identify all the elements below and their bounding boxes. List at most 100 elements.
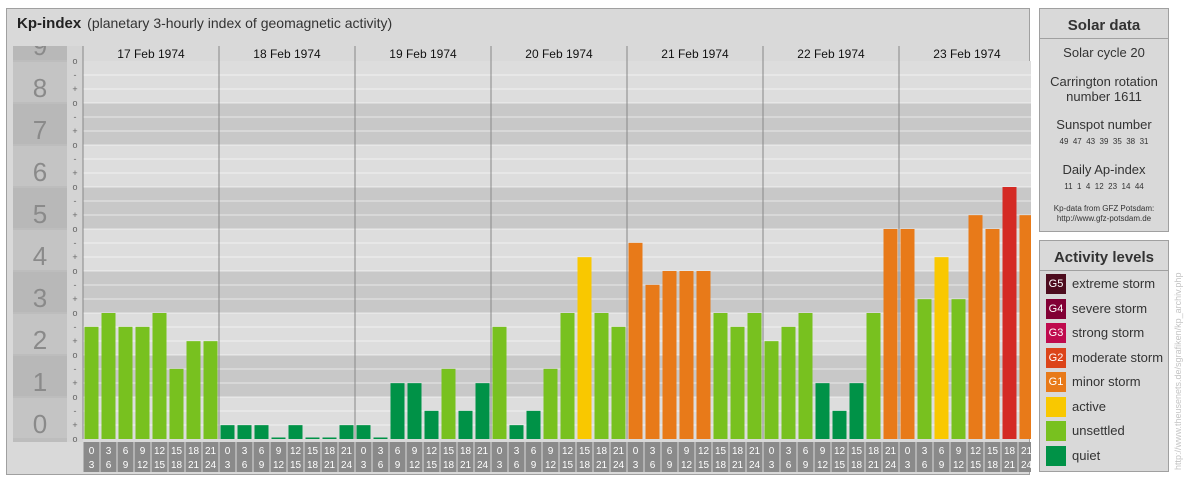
kp-band-7	[83, 103, 1031, 145]
hour-start-label: 3	[378, 446, 384, 457]
kp-bar	[713, 313, 728, 439]
solar-data-panel: Solar data Solar cycle 20 Carrington rot…	[1039, 8, 1169, 232]
kp-bar	[339, 425, 354, 439]
minor-tick-label: o	[72, 224, 77, 234]
hour-start-label: 15	[987, 446, 999, 457]
hour-end-label: 3	[361, 460, 367, 471]
hour-start-label: 21	[341, 446, 353, 457]
hour-end-label: 6	[106, 460, 112, 471]
hour-end-label: 12	[681, 460, 693, 471]
hour-end-label: 15	[698, 460, 710, 471]
hour-start-label: 18	[596, 446, 608, 457]
hour-end-label: 21	[460, 460, 472, 471]
kp-bar	[798, 313, 813, 439]
kp-bar	[764, 341, 779, 439]
kp-bar	[662, 271, 677, 439]
hour-end-label: 24	[205, 460, 217, 471]
hour-label-cell	[950, 442, 967, 472]
chart-title: Kp-index	[17, 15, 82, 32]
hour-label-cell	[1018, 442, 1031, 472]
hour-end-label: 12	[409, 460, 421, 471]
hour-end-label: 6	[786, 460, 792, 471]
minor-tick-label: -	[74, 238, 77, 248]
watermark-url: http://www.theusenets.de/sgrafiken/kp_ar…	[1173, 272, 1183, 470]
kp-band-5	[83, 187, 1031, 229]
hour-label-cell	[627, 442, 644, 472]
hour-label-cell	[423, 442, 440, 472]
source-note: Kp-data from GFZ Potsdam:	[1053, 204, 1155, 213]
hour-end-label: 21	[732, 460, 744, 471]
kp-band-3	[83, 271, 1031, 313]
hour-label-cell	[780, 442, 797, 472]
kp-bar	[305, 437, 320, 439]
hour-start-label: 3	[106, 446, 112, 457]
legend-swatch	[1046, 445, 1066, 466]
y-tick-label: 3	[33, 283, 47, 313]
hour-label-cell	[457, 442, 474, 472]
hour-label-cell	[321, 442, 338, 472]
kp-bar	[577, 257, 592, 439]
hour-label-cell	[219, 442, 236, 472]
legend-label: minor storm	[1072, 374, 1141, 389]
hour-label-cell	[389, 442, 406, 472]
hour-end-label: 9	[259, 460, 265, 471]
hour-end-label: 9	[803, 460, 809, 471]
kp-bar	[968, 215, 983, 439]
minor-tick-label: +	[72, 168, 77, 178]
kp-bar	[628, 242, 643, 439]
hour-start-label: 18	[1004, 446, 1016, 457]
hour-label-cell	[797, 442, 814, 472]
legend-label: moderate storm	[1072, 349, 1164, 365]
legend-label: unsettled	[1072, 423, 1125, 438]
hour-end-label: 18	[715, 460, 727, 471]
kp-bar	[356, 425, 371, 439]
y-axis-cell	[13, 314, 67, 354]
kp-bar	[101, 313, 116, 439]
kp-bar	[254, 425, 269, 439]
hour-start-label: 15	[307, 446, 319, 457]
hour-start-label: 0	[89, 446, 95, 457]
hour-label-cell	[610, 442, 627, 472]
hour-end-label: 24	[749, 460, 761, 471]
hour-start-label: 15	[443, 446, 455, 457]
hour-end-label: 21	[1004, 460, 1016, 471]
hour-end-label: 24	[885, 460, 897, 471]
hour-label-cell	[644, 442, 661, 472]
day-label: 23 Feb 1974	[933, 47, 1001, 61]
day-label: 17 Feb 1974	[117, 47, 185, 61]
hour-start-label: 6	[123, 446, 129, 457]
legend-label: strong storm	[1072, 325, 1145, 340]
hour-start-label: 3	[922, 446, 928, 457]
hour-start-label: 12	[562, 446, 574, 457]
kp-bar	[458, 410, 473, 439]
minor-tick-label: +	[72, 378, 77, 388]
kp-bar	[492, 326, 507, 439]
hour-label-cell	[576, 442, 593, 472]
hour-start-label: 0	[361, 446, 367, 457]
hour-end-label: 6	[922, 460, 928, 471]
hour-start-label: 18	[188, 446, 200, 457]
minor-tick-label: o	[72, 140, 77, 150]
hour-label-cell	[559, 442, 576, 472]
kp-bar	[815, 383, 830, 439]
y-axis-cell	[13, 356, 67, 396]
source-link[interactable]: http://www.gfz-potsdam.de	[1056, 214, 1152, 223]
hour-label-cell	[1001, 442, 1018, 472]
minor-tick-label: o	[72, 266, 77, 276]
y-tick-label: 6	[33, 157, 47, 187]
minor-tick-label: +	[72, 252, 77, 262]
legend-swatch: G5	[1046, 274, 1066, 294]
day-label: 21 Feb 1974	[661, 47, 729, 61]
hour-label-cell	[474, 442, 491, 472]
hour-end-label: 9	[667, 460, 673, 471]
hour-end-label: 18	[171, 460, 183, 471]
hour-start-label: 0	[497, 446, 503, 457]
hour-label-cell	[134, 442, 151, 472]
hour-label-cell	[933, 442, 950, 472]
hour-end-label: 21	[596, 460, 608, 471]
hour-start-label: 6	[939, 446, 945, 457]
hour-label-cell	[967, 442, 984, 472]
hour-start-label: 21	[477, 446, 489, 457]
hour-end-label: 15	[426, 460, 438, 471]
y-tick-label: 0	[33, 409, 47, 439]
